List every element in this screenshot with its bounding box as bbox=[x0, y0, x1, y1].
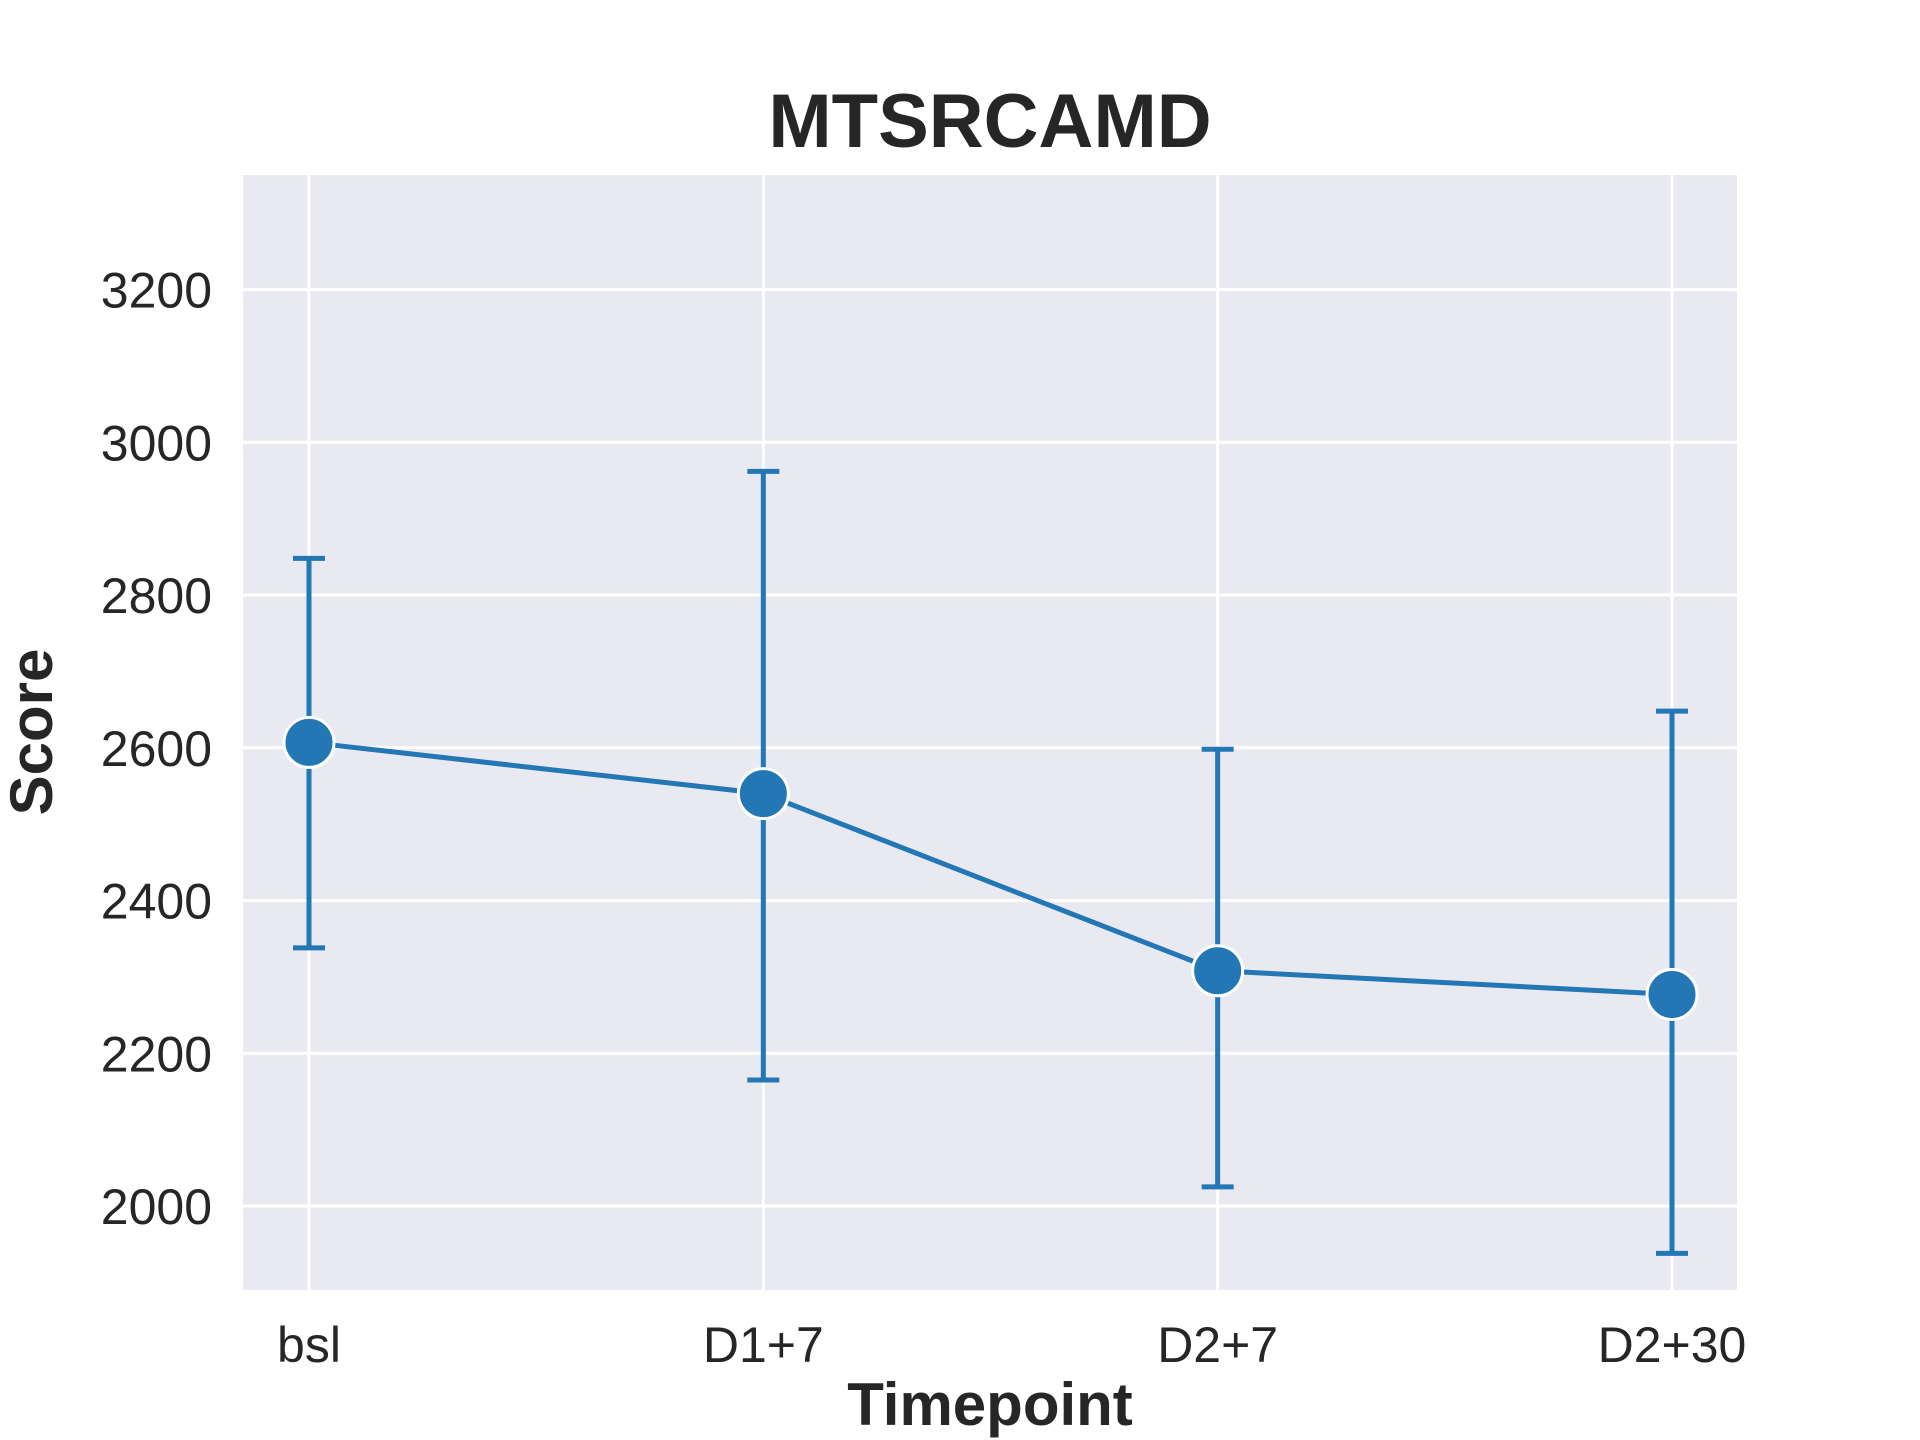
y-tick-label: 2600 bbox=[101, 721, 212, 777]
data-markers bbox=[282, 715, 1699, 1021]
x-tick-label: D2+7 bbox=[1157, 1317, 1278, 1373]
y-tick-label: 3200 bbox=[101, 263, 212, 319]
x-tick-label: D2+30 bbox=[1598, 1317, 1747, 1373]
y-tick-label: 3000 bbox=[101, 415, 212, 471]
x-axis-label: Timepoint bbox=[847, 1371, 1133, 1438]
y-tick-labels: 2000 2200 2400 2600 2800 3000 3200 bbox=[101, 263, 212, 1235]
data-point bbox=[282, 715, 336, 769]
data-point bbox=[1645, 967, 1699, 1021]
data-point bbox=[736, 767, 790, 821]
y-axis-label: Score bbox=[0, 649, 65, 816]
y-tick-label: 2000 bbox=[101, 1179, 212, 1235]
data-point bbox=[1191, 944, 1245, 998]
series-line-group bbox=[308, 739, 1673, 997]
chart-title: MTSRCAMD bbox=[768, 79, 1211, 164]
series-line bbox=[308, 739, 1673, 997]
plot-area bbox=[243, 175, 1737, 1290]
y-tick-label: 2400 bbox=[101, 874, 212, 930]
x-tick-labels: bsl D1+7 D2+7 D2+30 bbox=[277, 1317, 1746, 1373]
y-tick-label: 2800 bbox=[101, 568, 212, 624]
x-tick-label: bsl bbox=[277, 1317, 341, 1373]
y-tick-label: 2200 bbox=[101, 1026, 212, 1082]
x-tick-label: D1+7 bbox=[703, 1317, 824, 1373]
